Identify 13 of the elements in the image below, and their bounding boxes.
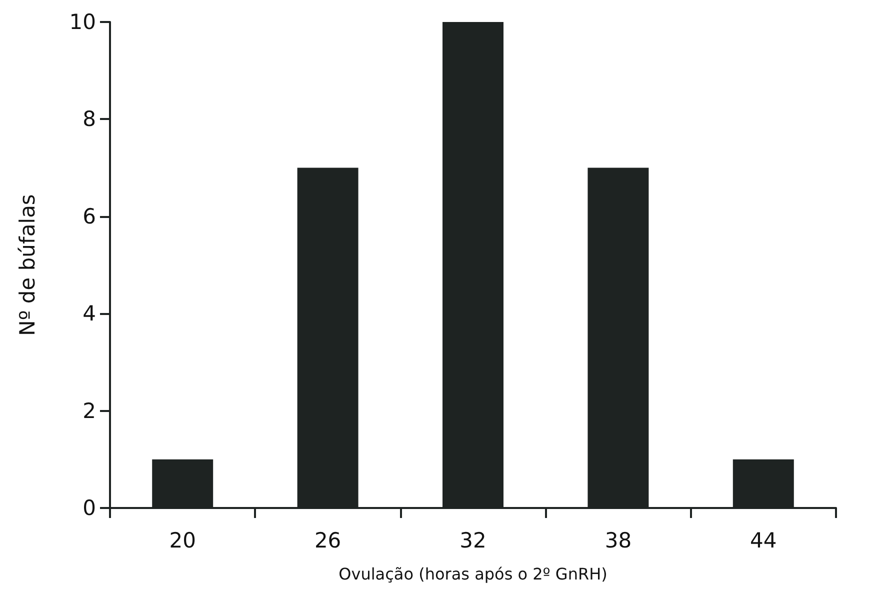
x-tick-label: 44 (750, 528, 777, 552)
y-tick-label: 10 (69, 10, 96, 34)
y-tick-label: 2 (82, 398, 96, 423)
x-tick-label: 38 (604, 528, 632, 552)
y-axis-title: Nº de búfalas (16, 194, 40, 336)
y-tick-label: 0 (82, 496, 96, 520)
y-tick-label: 8 (82, 107, 96, 132)
x-tick-label: 26 (314, 528, 342, 552)
x-tick-label: 32 (460, 528, 486, 552)
y-tick-label: 4 (82, 302, 96, 326)
y-tick-label: 6 (82, 204, 96, 228)
x-tick-label: 20 (169, 528, 196, 552)
x-axis-title: Ovulação (horas após o 2º GnRH) (338, 564, 608, 584)
